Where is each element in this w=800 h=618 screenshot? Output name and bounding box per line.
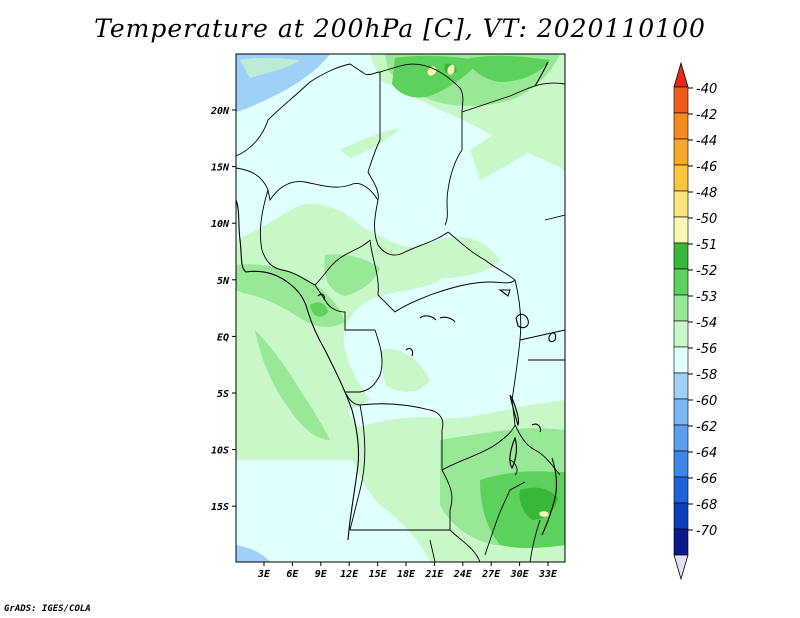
lat-tick-label: 5N [217, 276, 230, 287]
region-53-gabon [324, 254, 380, 296]
legend-label: -66 [696, 472, 717, 487]
lat-tick-label: 5S [217, 389, 229, 400]
lon-tick-label: 33E [538, 569, 558, 580]
legend-label: -50 [696, 212, 717, 227]
lon-tick-label: 12E [340, 569, 359, 580]
grads-credit: GrADS: IGES/COLA [4, 604, 91, 614]
lon-tick-label: 3E [257, 569, 271, 580]
lat-tick-label: 20N [210, 106, 230, 117]
legend-label: -51 [696, 238, 717, 253]
lon-tick-label: 15E [369, 569, 388, 580]
region-54-east-central [380, 349, 430, 392]
legend-swatch [673, 138, 689, 166]
legend-swatch [673, 294, 689, 322]
longitude-axis: 3E 6E 9E 12E 15E 18E 21E 24E 27E 30E 33E [257, 562, 558, 580]
legend-label: -60 [696, 394, 717, 409]
legend-swatch [673, 502, 689, 530]
region-54-central-basin [370, 236, 500, 279]
lat-tick-label: 10N [211, 219, 230, 230]
legend-label: -58 [696, 368, 717, 383]
legend-label: -42 [696, 108, 717, 123]
region-56-southwest [236, 545, 270, 562]
legend-label: -48 [696, 186, 717, 201]
region-54-northwest-fringe [240, 57, 300, 78]
legend-label: -52 [696, 264, 717, 279]
region-54-northeast-streak [470, 92, 565, 180]
legend-swatch [673, 86, 689, 114]
lon-tick-label: 18E [397, 569, 416, 580]
legend-swatch [673, 424, 689, 452]
legend-swatch [673, 398, 689, 426]
region-54-congo-west [236, 290, 365, 460]
lat-tick-label: 10S [211, 446, 229, 457]
region-51-mozambique [519, 487, 558, 520]
latitude-axis: 20N 15N 10N 5N EQ 5S 10S 15S [210, 106, 236, 513]
legend-label: -68 [696, 498, 717, 513]
legend-label: -53 [696, 290, 717, 305]
legend-label: -40 [696, 82, 717, 97]
country-borders [236, 63, 565, 562]
map-plot-area [236, 54, 565, 562]
legend-label: -70 [696, 524, 717, 539]
region-52-cameroon-patch [310, 302, 328, 317]
lon-tick-label: 27E [481, 569, 501, 580]
lon-tick-label: 9E [315, 569, 328, 580]
legend-swatch [673, 190, 689, 218]
legend-label: -56 [696, 342, 717, 357]
legend-swatch [673, 112, 689, 140]
legend-swatch [673, 528, 689, 556]
legend-top-arrow [673, 61, 689, 88]
legend-label: -64 [696, 446, 717, 461]
legend-label: -54 [696, 316, 717, 331]
region-50-north-patch-2 [447, 64, 455, 75]
legend-swatch [673, 450, 689, 478]
chart-title: Temperature at 200hPa [C], VT: 202011010… [94, 14, 706, 43]
map-frame [235, 53, 566, 563]
lon-tick-label: 24E [453, 569, 473, 580]
region-54-north-central-streak [340, 128, 400, 158]
legend-label: -46 [696, 160, 717, 175]
lat-tick-label: 15N [211, 163, 230, 174]
lat-tick-label: 15S [211, 502, 229, 513]
region-52-north [392, 55, 480, 98]
legend-label: -44 [696, 134, 717, 149]
lat-tick-label: EQ [217, 332, 229, 343]
legend-swatch [673, 242, 689, 270]
lon-tick-label: 21E [424, 569, 444, 580]
legend-swatch [673, 216, 689, 244]
legend-swatch [673, 268, 689, 296]
legend-swatch [673, 476, 689, 504]
legend-label: -62 [696, 420, 717, 435]
legend-swatch [673, 320, 689, 348]
region-50-mozambique [539, 511, 549, 517]
lon-tick-label: 30E [510, 569, 530, 580]
legend-bottom-arrow [673, 554, 689, 581]
color-legend: -40 -42 -44 -46 -48 -50 -51 -52 -53 -54 -56 -58 -60 -… [673, 61, 717, 581]
region-52-north-east [470, 55, 550, 82]
coastlines-and-lakes [236, 61, 557, 541]
region-53-angola-coast [255, 330, 330, 440]
legend-swatch [673, 346, 689, 374]
legend-swatch [673, 164, 689, 192]
legend-swatch [673, 372, 689, 400]
lon-tick-label: 6E [286, 569, 299, 580]
